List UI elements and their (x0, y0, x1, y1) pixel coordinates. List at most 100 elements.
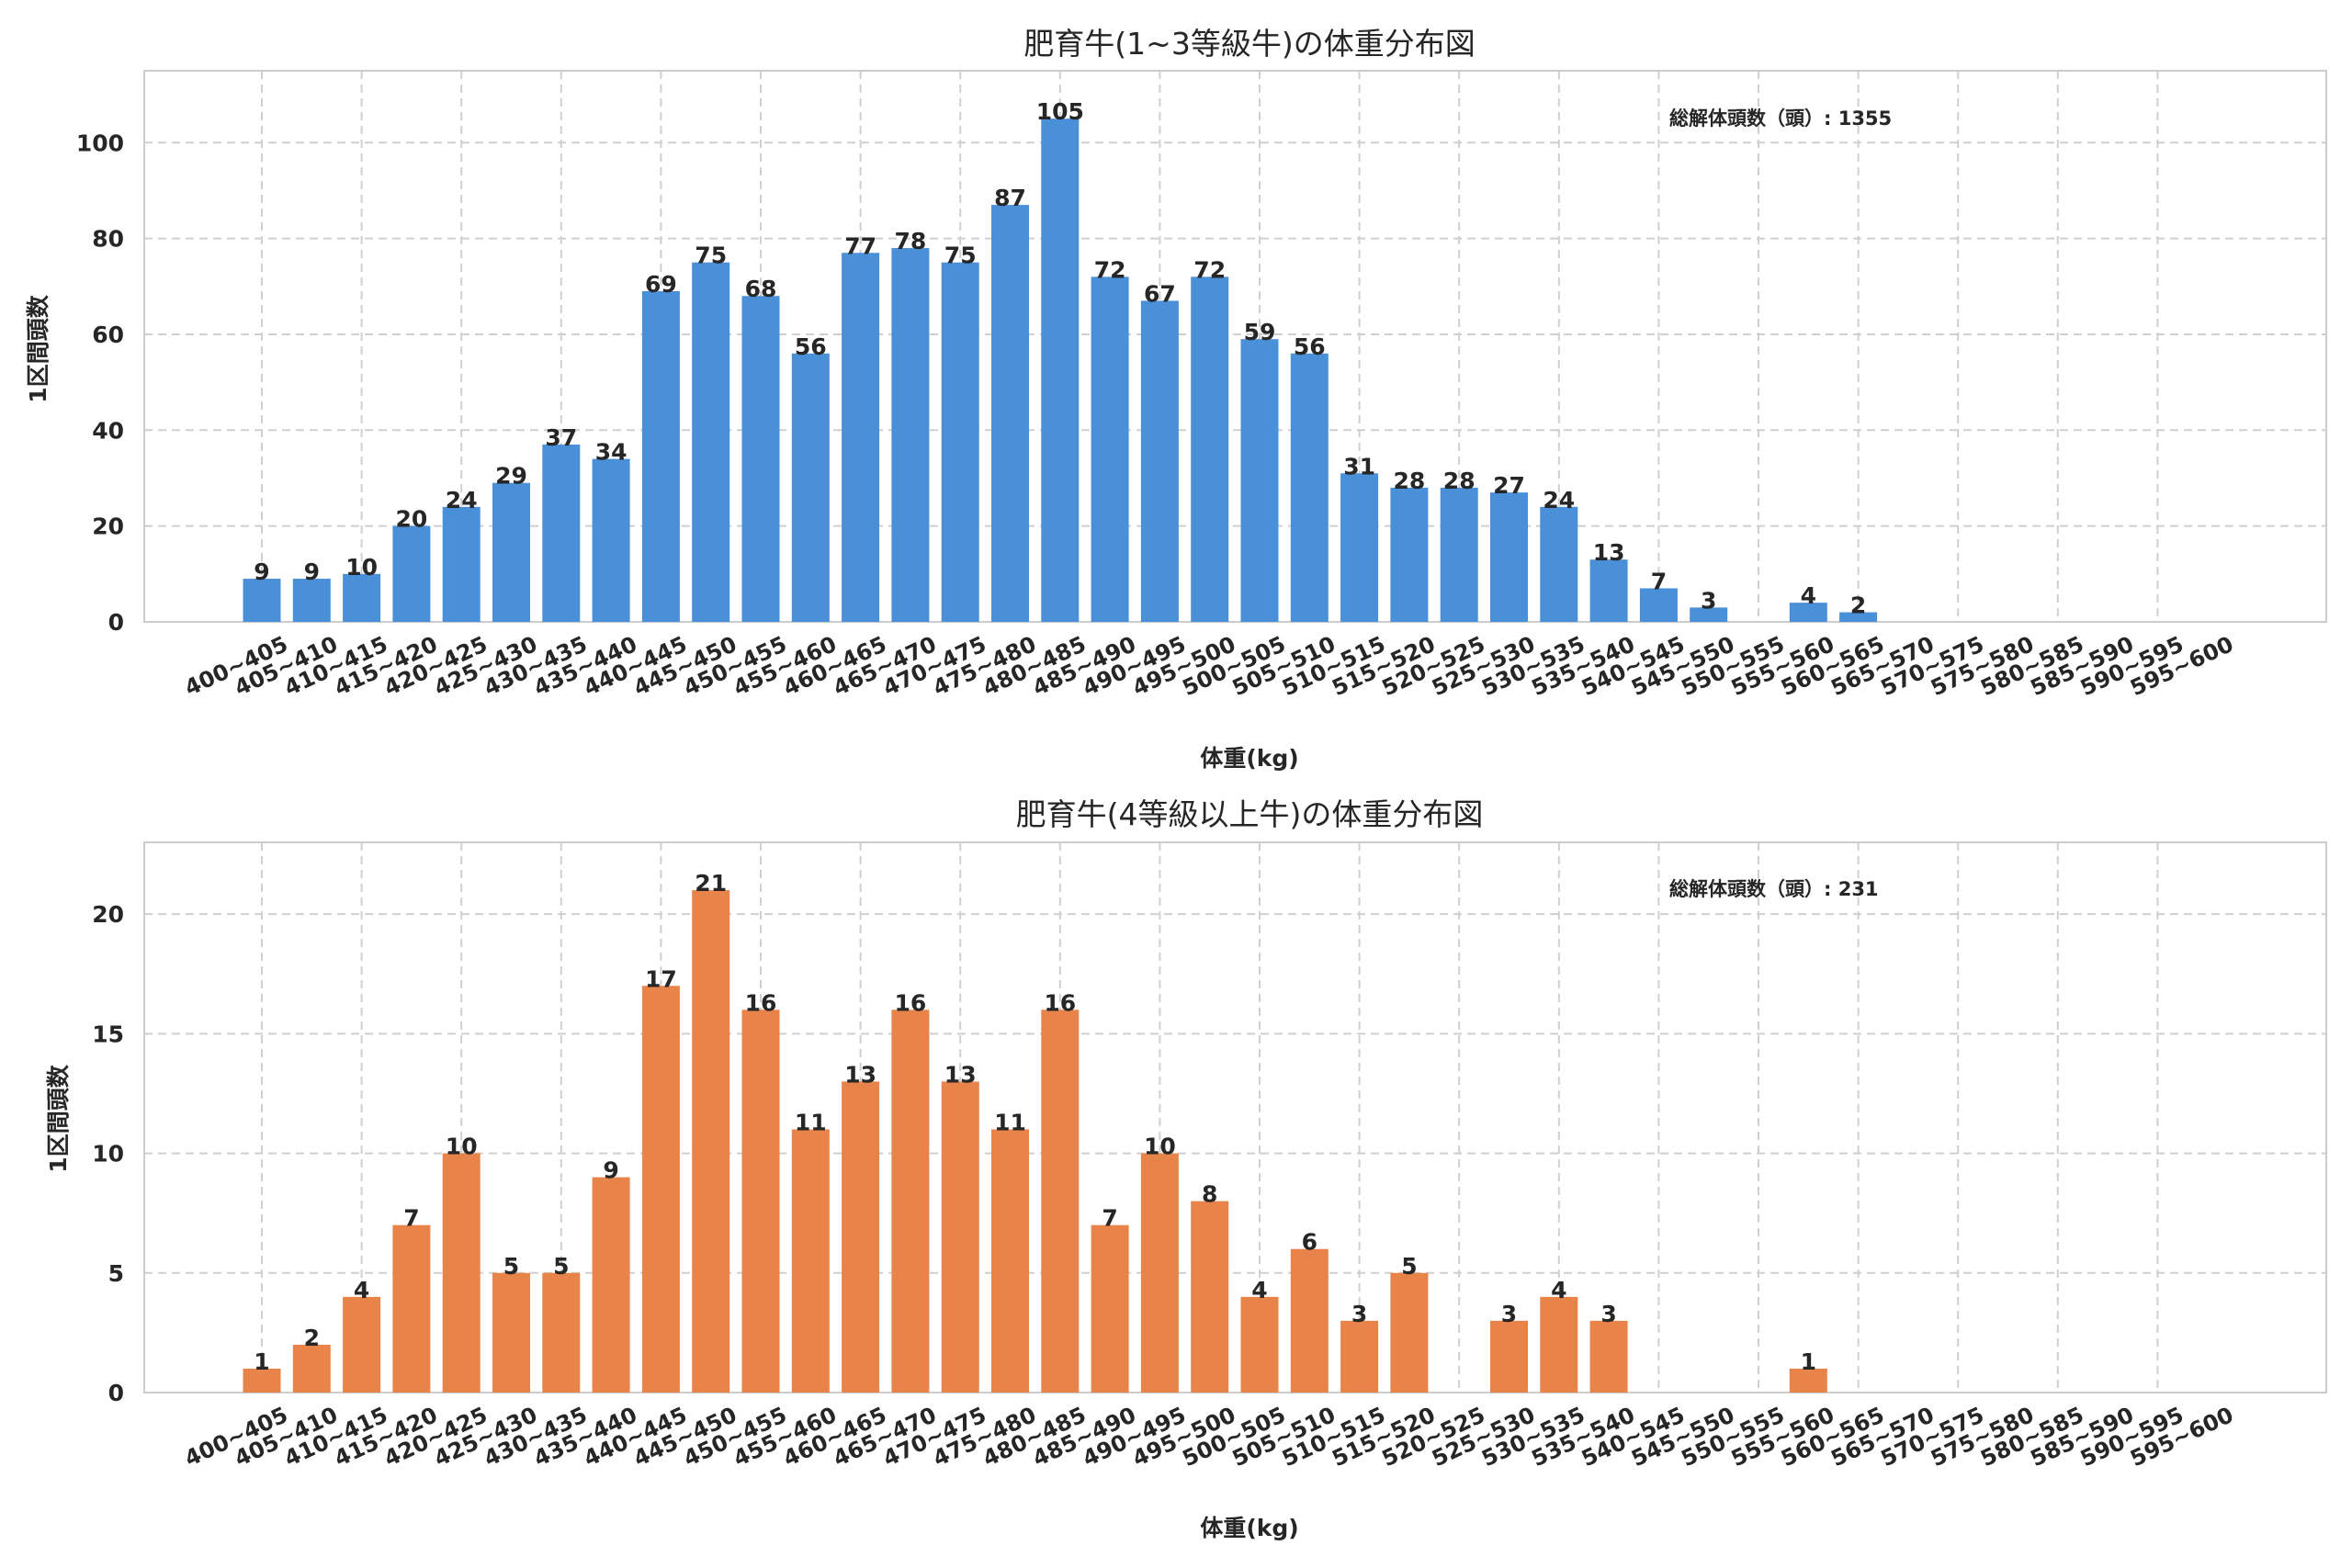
bar (991, 1129, 1029, 1393)
chart-title: 肥育牛(4等級以上牛)の体重分布図 (1016, 796, 1484, 832)
bar (1789, 1368, 1827, 1393)
data-label: 31 (1343, 453, 1375, 479)
total-count-annotation: 総解体頭数（頭）: 1355 (1669, 107, 1892, 130)
data-label: 68 (745, 276, 777, 302)
bar (442, 1153, 481, 1393)
bar (1290, 353, 1329, 622)
data-label: 5 (503, 1253, 519, 1280)
y-tick-label: 60 (92, 321, 124, 348)
data-label: 24 (446, 487, 478, 513)
x-axis-label: 体重(kg) (1200, 1515, 1298, 1541)
bar (641, 291, 680, 622)
bar (1340, 473, 1379, 622)
data-label: 34 (595, 439, 628, 466)
data-label: 4 (354, 1277, 369, 1303)
bar (1240, 339, 1279, 622)
data-label: 105 (1036, 98, 1084, 125)
bar (1290, 1248, 1329, 1393)
data-label: 13 (944, 1061, 977, 1088)
data-label: 5 (553, 1253, 569, 1280)
bar (292, 579, 331, 622)
bar (1191, 1201, 1229, 1393)
bar (1490, 492, 1528, 622)
bar (392, 525, 431, 622)
data-label: 75 (944, 243, 977, 269)
bar (842, 1081, 880, 1393)
bar (1091, 1224, 1129, 1393)
data-label: 56 (1294, 333, 1326, 360)
bar (641, 986, 680, 1393)
bar (1589, 559, 1628, 622)
bar (1589, 1320, 1628, 1393)
data-label: 3 (1701, 587, 1716, 614)
y-tick-label: 80 (92, 226, 124, 253)
bar (592, 1177, 630, 1393)
data-label: 17 (645, 965, 677, 992)
y-tick-label: 0 (108, 1380, 124, 1406)
bar (991, 205, 1029, 622)
bar (891, 248, 930, 622)
data-label: 20 (396, 506, 428, 533)
bar (243, 1368, 281, 1393)
bar (1789, 603, 1827, 622)
bar (1639, 588, 1678, 622)
data-label: 28 (1394, 468, 1426, 494)
data-label: 72 (1193, 256, 1226, 283)
data-label: 10 (446, 1134, 478, 1160)
data-label: 11 (795, 1110, 827, 1136)
chart-bottom: 肥育牛(4等級以上牛)の体重分布図 体重(kg) 1区間頭数 総解体頭数（頭）:… (45, 796, 2327, 1541)
bar (941, 262, 979, 622)
bar (941, 1081, 979, 1393)
data-label: 37 (545, 424, 577, 451)
data-label: 7 (403, 1205, 419, 1232)
data-label: 9 (603, 1157, 618, 1184)
data-label: 6 (1302, 1229, 1317, 1256)
bar (392, 1224, 431, 1393)
data-label: 2 (304, 1325, 320, 1351)
data-label: 56 (795, 333, 827, 360)
bar (791, 353, 830, 622)
bar (1041, 1010, 1080, 1393)
chart-top: 肥育牛(1~3等級牛)の体重分布図 体重(kg) 1区間頭数 総解体頭数（頭）:… (25, 26, 2327, 772)
plot-frame (143, 70, 2327, 623)
data-label: 59 (1244, 319, 1276, 345)
y-tick-label: 20 (92, 901, 124, 928)
bar (492, 1272, 530, 1393)
bar (1839, 612, 1878, 622)
bar (1191, 276, 1229, 622)
bar (741, 1010, 780, 1393)
data-label: 87 (994, 185, 1026, 211)
bar (1340, 1320, 1379, 1393)
data-label: 4 (1801, 582, 1816, 609)
bar (1240, 1296, 1279, 1393)
data-label: 13 (844, 1061, 876, 1088)
y-tick-label: 5 (108, 1260, 124, 1287)
bar (492, 482, 530, 622)
bar (542, 444, 581, 622)
data-label: 7 (1102, 1205, 1117, 1232)
bar (1490, 1320, 1528, 1393)
bar (692, 890, 730, 1393)
bar (842, 253, 880, 622)
bar (1140, 300, 1179, 622)
data-label: 3 (1600, 1301, 1616, 1327)
bar (1690, 607, 1728, 622)
plot-frame (143, 841, 2327, 1393)
data-label: 3 (1501, 1301, 1517, 1327)
bar (243, 579, 281, 622)
data-label: 16 (1044, 989, 1076, 1016)
bar (1540, 506, 1578, 622)
bar (542, 1272, 581, 1393)
bar (1390, 1272, 1429, 1393)
bar (1041, 118, 1080, 622)
bar (343, 573, 381, 622)
data-label: 75 (695, 243, 727, 269)
y-tick-label: 100 (76, 130, 124, 156)
bar (891, 1010, 930, 1393)
bar (442, 506, 481, 622)
chart-title: 肥育牛(1~3等級牛)の体重分布図 (1023, 26, 1475, 62)
bar (1440, 487, 1478, 622)
bar (791, 1129, 830, 1393)
y-axis-label: 1区間頭数 (25, 294, 51, 402)
